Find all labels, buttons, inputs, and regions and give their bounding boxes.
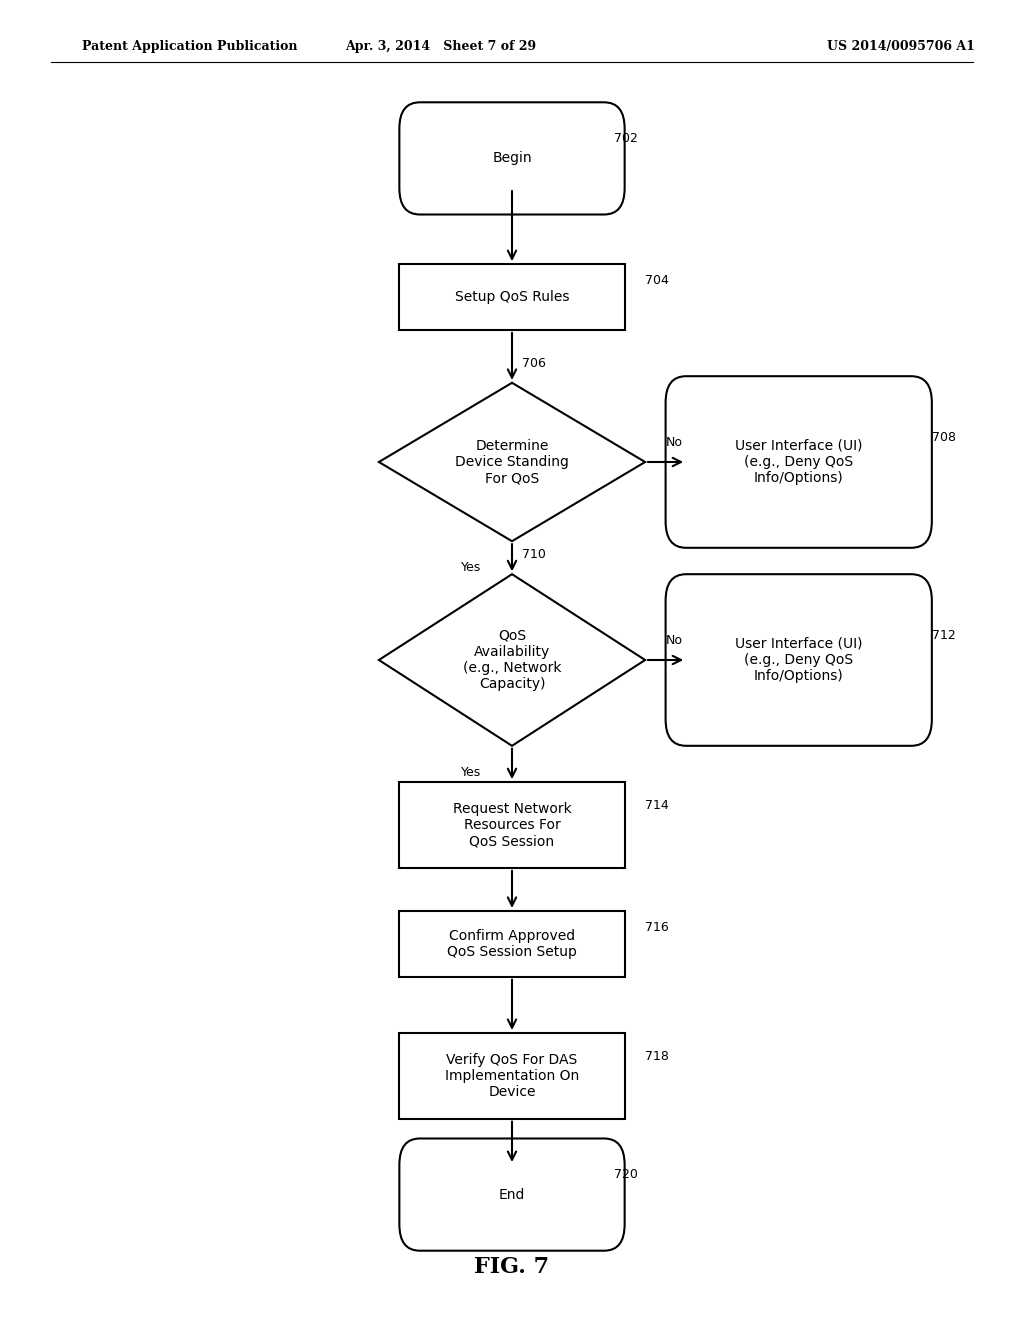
FancyBboxPatch shape: [399, 1032, 625, 1119]
Text: 716: 716: [645, 921, 669, 935]
Text: 710: 710: [522, 548, 546, 561]
Text: No: No: [666, 436, 683, 449]
Text: Setup QoS Rules: Setup QoS Rules: [455, 290, 569, 304]
Text: Confirm Approved
QoS Session Setup: Confirm Approved QoS Session Setup: [447, 929, 577, 958]
Text: Begin: Begin: [493, 152, 531, 165]
Text: Apr. 3, 2014   Sheet 7 of 29: Apr. 3, 2014 Sheet 7 of 29: [345, 40, 536, 53]
Text: 720: 720: [614, 1168, 638, 1181]
Polygon shape: [379, 574, 645, 746]
FancyBboxPatch shape: [399, 1138, 625, 1251]
Text: Request Network
Resources For
QoS Session: Request Network Resources For QoS Sessio…: [453, 801, 571, 849]
FancyBboxPatch shape: [399, 103, 625, 214]
Text: Patent Application Publication: Patent Application Publication: [82, 40, 297, 53]
FancyBboxPatch shape: [666, 574, 932, 746]
Text: US 2014/0095706 A1: US 2014/0095706 A1: [827, 40, 975, 53]
FancyBboxPatch shape: [399, 781, 625, 869]
Text: End: End: [499, 1188, 525, 1201]
Text: User Interface (UI)
(e.g., Deny QoS
Info/Options): User Interface (UI) (e.g., Deny QoS Info…: [735, 438, 862, 486]
Text: 706: 706: [522, 356, 546, 370]
Polygon shape: [379, 383, 645, 541]
FancyBboxPatch shape: [399, 264, 625, 330]
Text: QoS
Availability
(e.g., Network
Capacity): QoS Availability (e.g., Network Capacity…: [463, 628, 561, 692]
Text: No: No: [666, 634, 683, 647]
Text: 704: 704: [645, 275, 669, 288]
Text: Determine
Device Standing
For QoS: Determine Device Standing For QoS: [455, 438, 569, 486]
FancyBboxPatch shape: [399, 911, 625, 977]
FancyBboxPatch shape: [666, 376, 932, 548]
Text: 714: 714: [645, 799, 669, 812]
Text: 712: 712: [932, 630, 955, 643]
Text: 702: 702: [614, 132, 638, 145]
Text: Verify QoS For DAS
Implementation On
Device: Verify QoS For DAS Implementation On Dev…: [444, 1052, 580, 1100]
Text: FIG. 7: FIG. 7: [474, 1257, 550, 1278]
Text: Yes: Yes: [461, 561, 481, 574]
Text: 708: 708: [932, 432, 955, 444]
Text: Yes: Yes: [461, 766, 481, 779]
Text: 718: 718: [645, 1049, 669, 1063]
Text: User Interface (UI)
(e.g., Deny QoS
Info/Options): User Interface (UI) (e.g., Deny QoS Info…: [735, 636, 862, 684]
